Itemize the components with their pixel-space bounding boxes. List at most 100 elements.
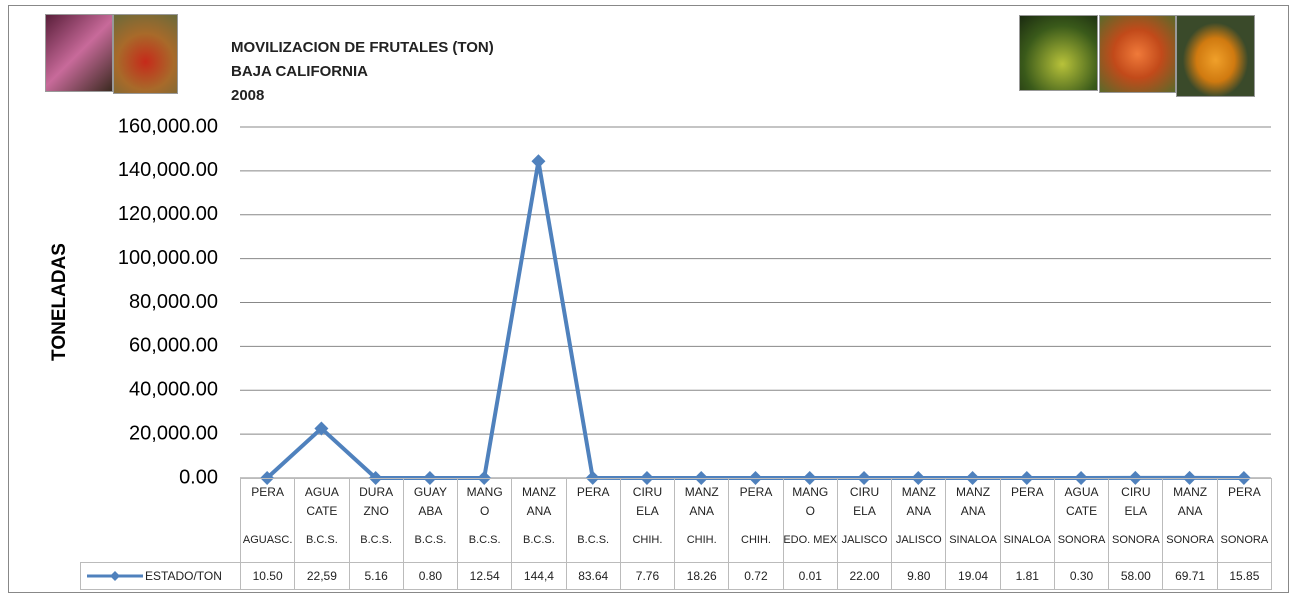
value-label: 7.76 <box>635 569 660 583</box>
category-state: EDO. MEX <box>783 534 838 546</box>
data-point <box>585 470 600 485</box>
category-cell: PERA AGUASC. <box>240 478 296 563</box>
y-axis-label: TONELADAS <box>49 243 70 361</box>
category-state: SONORA <box>1111 534 1160 546</box>
category-cell: PERA CHIH. <box>728 478 784 563</box>
category-cell: PERA SINALOA <box>999 478 1055 563</box>
value-cell: 22.00 <box>836 562 893 590</box>
data-point <box>531 154 546 169</box>
category-label: MANZANA <box>901 485 936 518</box>
value-cell: 10.50 <box>240 562 296 590</box>
category-label: PERA <box>576 485 610 499</box>
category-label: CIRUELA <box>632 485 663 518</box>
value-label: 0.01 <box>798 569 822 583</box>
data-point <box>639 470 654 485</box>
photo <box>45 14 113 92</box>
category-label: GUAYABA <box>413 485 447 518</box>
legend-swatch <box>87 571 143 581</box>
value-cell: 19.04 <box>945 562 1001 590</box>
y-tick-label: 80,000.00 <box>129 291 218 313</box>
category-state: B.C.S. <box>523 534 555 546</box>
data-point <box>911 470 926 485</box>
category-label: PERA <box>739 485 773 499</box>
category-cell: CIRUELA SONORA <box>1108 478 1164 563</box>
value-cell: 83.64 <box>565 562 621 590</box>
category-state: SINALOA <box>949 534 997 546</box>
value-cell: 144,4 <box>511 562 567 590</box>
category-state: B.C.S. <box>577 534 610 546</box>
chart-subtitle: BAJA CALIFORNIA <box>231 63 368 80</box>
value-label: 0.80 <box>418 569 443 583</box>
category-cell: CIRUELA JALISCO <box>836 478 893 563</box>
value-cell: 0.01 <box>782 562 838 590</box>
data-point <box>694 470 709 485</box>
value-cell: 0.30 <box>1053 562 1110 590</box>
value-label: 5.16 <box>364 569 388 583</box>
category-label: CIRUELA <box>1121 485 1151 518</box>
value-label: 18.26 <box>686 569 717 583</box>
category-cell: MANGO B.C.S. <box>457 478 513 563</box>
value-cell: 1.81 <box>999 562 1055 590</box>
photo <box>1099 15 1176 93</box>
category-state: CHIH. <box>686 534 717 546</box>
category-cell: DURAZNO B.C.S. <box>348 478 404 563</box>
category-state: JALISCO <box>895 534 942 546</box>
category-label: AGUACATE <box>304 485 339 518</box>
legend-label: ESTADO/TON <box>145 569 222 583</box>
category-state: SINALOA <box>1003 534 1052 546</box>
value-label: 12.54 <box>469 569 500 583</box>
category-state: AGUASC. <box>242 534 293 546</box>
category-cell: PERA B.C.S. <box>565 478 621 563</box>
data-point <box>422 470 437 485</box>
category-label: PERA <box>1228 485 1261 499</box>
value-label: 19.04 <box>958 569 989 583</box>
category-label: DURAZNO <box>359 485 394 518</box>
value-label: 83.64 <box>578 569 609 583</box>
category-cell: CIRUELA CHIH. <box>619 478 676 563</box>
data-point <box>1128 470 1143 485</box>
value-label: 1.81 <box>1015 569 1039 583</box>
category-state: CHIH. <box>741 534 771 546</box>
value-cell: 7.76 <box>619 562 676 590</box>
category-label: MANGO <box>466 485 503 518</box>
data-point <box>314 421 329 436</box>
data-point <box>965 470 980 485</box>
category-label: PERA <box>1010 485 1044 499</box>
y-tick-label: 60,000.00 <box>129 335 218 357</box>
photo <box>113 14 178 94</box>
value-cell: 9.80 <box>891 562 947 590</box>
value-cell: 0.80 <box>402 562 459 590</box>
value-cell: 58.00 <box>1108 562 1164 590</box>
chart-frame <box>8 5 1289 593</box>
data-point <box>1182 470 1197 485</box>
y-tick-label: 0.00 <box>179 466 218 488</box>
series-line <box>265 159 1244 480</box>
category-cell: AGUACATE SONORA <box>1053 478 1110 563</box>
value-cell: 0.72 <box>728 562 784 590</box>
value-cell: 69.71 <box>1162 562 1218 590</box>
data-point <box>477 470 492 485</box>
value-label: 0.72 <box>744 569 768 583</box>
category-label: AGUACATE <box>1064 485 1099 518</box>
category-cell: AGUACATE B.C.S. <box>294 478 350 563</box>
y-tick-label: 40,000.00 <box>129 379 218 401</box>
value-cell: 18.26 <box>674 562 730 590</box>
y-tick-label: 160,000.00 <box>118 115 218 137</box>
value-label: 9.80 <box>907 569 931 583</box>
data-point <box>368 470 383 485</box>
category-label: MANGO <box>792 485 829 518</box>
y-tick-label: 140,000.00 <box>118 159 218 181</box>
category-cell: MANZANA CHIH. <box>674 478 730 563</box>
category-state: CHIH. <box>632 534 663 546</box>
legend-cell: ESTADO/TON <box>80 562 241 590</box>
data-point <box>1074 470 1089 485</box>
data-point <box>1236 470 1251 485</box>
category-label: MANZANA <box>1173 485 1208 518</box>
value-label: 58.00 <box>1120 569 1151 583</box>
category-cell: MANZANA SONORA <box>1162 478 1218 563</box>
value-cell: 5.16 <box>348 562 404 590</box>
value-label: 15.85 <box>1229 569 1260 583</box>
value-cell: 12.54 <box>457 562 513 590</box>
chart-year: 2008 <box>231 87 264 104</box>
